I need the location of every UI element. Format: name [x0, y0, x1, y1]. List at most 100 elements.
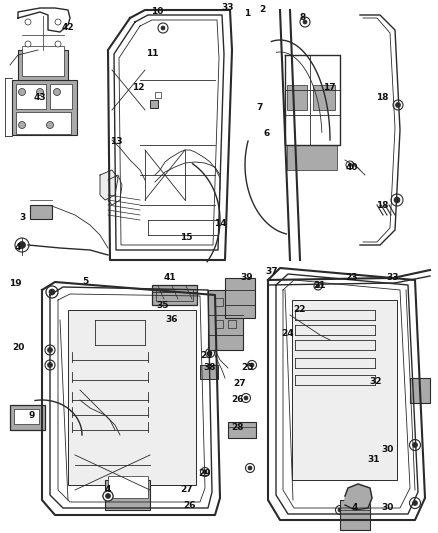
Bar	[410, 378, 430, 403]
Circle shape	[247, 360, 257, 369]
Bar	[228, 320, 236, 328]
Text: 10: 10	[151, 7, 163, 17]
Circle shape	[413, 442, 417, 448]
Circle shape	[244, 396, 248, 400]
Circle shape	[410, 497, 420, 508]
Text: 4: 4	[15, 244, 21, 253]
Text: 40: 40	[346, 164, 358, 173]
Text: 27: 27	[181, 486, 193, 495]
Text: 32: 32	[370, 377, 382, 386]
Text: 7: 7	[257, 103, 263, 112]
Text: 17: 17	[323, 84, 336, 93]
Circle shape	[300, 17, 310, 27]
Circle shape	[15, 238, 29, 252]
Bar	[16, 84, 46, 109]
Bar	[340, 500, 370, 530]
Text: 5: 5	[82, 278, 88, 287]
Circle shape	[205, 349, 215, 358]
Text: 35: 35	[157, 301, 169, 310]
Circle shape	[106, 494, 110, 498]
Circle shape	[36, 88, 43, 95]
Circle shape	[25, 19, 31, 25]
Circle shape	[203, 470, 207, 474]
Bar	[155, 92, 161, 98]
Bar	[30, 205, 52, 219]
Polygon shape	[345, 484, 372, 510]
Text: 18: 18	[376, 200, 388, 209]
Circle shape	[396, 102, 400, 108]
Bar	[225, 278, 255, 318]
Text: 26: 26	[232, 395, 244, 405]
Circle shape	[208, 351, 212, 355]
Circle shape	[338, 508, 342, 512]
Text: 2: 2	[259, 5, 265, 14]
Text: 6: 6	[264, 128, 270, 138]
Text: 41: 41	[164, 273, 177, 282]
Circle shape	[45, 345, 55, 355]
Text: 11: 11	[146, 49, 158, 58]
Circle shape	[49, 289, 55, 295]
Circle shape	[46, 286, 58, 298]
Text: 31: 31	[368, 456, 380, 464]
Bar	[215, 298, 223, 306]
Text: 23: 23	[346, 272, 358, 281]
Bar	[287, 85, 307, 110]
Circle shape	[336, 505, 345, 514]
Text: 42: 42	[62, 22, 74, 31]
Text: 14: 14	[214, 219, 226, 228]
Text: 15: 15	[180, 233, 192, 243]
Text: 29: 29	[199, 470, 211, 479]
Circle shape	[45, 360, 55, 370]
Text: 36: 36	[166, 316, 178, 325]
Bar	[14, 409, 39, 424]
Text: 33: 33	[387, 273, 399, 282]
Bar	[50, 84, 72, 109]
Circle shape	[246, 464, 254, 472]
Text: 43: 43	[34, 93, 46, 102]
Bar	[10, 405, 45, 430]
Text: 39: 39	[241, 273, 253, 282]
Bar	[208, 290, 243, 350]
Circle shape	[410, 440, 420, 450]
Bar	[152, 285, 197, 305]
Text: 30: 30	[382, 503, 394, 512]
Circle shape	[18, 241, 25, 248]
Text: 25: 25	[242, 362, 254, 372]
Bar	[200, 365, 218, 379]
Circle shape	[316, 284, 320, 288]
Text: 4: 4	[105, 486, 111, 495]
Circle shape	[158, 23, 168, 33]
Circle shape	[348, 518, 352, 522]
Text: 9: 9	[29, 410, 35, 419]
Bar	[215, 320, 223, 328]
Bar	[228, 298, 236, 306]
Polygon shape	[100, 170, 118, 200]
Circle shape	[18, 88, 25, 95]
Circle shape	[47, 362, 53, 367]
Text: 8: 8	[300, 13, 306, 22]
Bar	[12, 80, 77, 135]
Text: 29: 29	[201, 351, 213, 359]
Text: 28: 28	[232, 424, 244, 432]
Bar	[228, 422, 256, 438]
Circle shape	[53, 88, 60, 95]
Bar	[150, 100, 158, 108]
Text: 1: 1	[244, 10, 250, 19]
Circle shape	[201, 467, 209, 477]
Text: 22: 22	[294, 305, 306, 314]
Text: 27: 27	[234, 378, 246, 387]
Text: 21: 21	[314, 280, 326, 289]
Circle shape	[349, 164, 352, 166]
Bar	[287, 145, 337, 170]
Text: 18: 18	[376, 93, 388, 101]
Text: 20: 20	[12, 343, 24, 352]
Circle shape	[391, 194, 403, 206]
Bar	[313, 85, 335, 110]
Text: 3: 3	[19, 214, 25, 222]
Bar	[68, 310, 196, 485]
Bar	[105, 480, 150, 510]
Circle shape	[46, 122, 53, 128]
Circle shape	[413, 500, 417, 505]
Bar	[156, 289, 193, 301]
Bar	[292, 300, 397, 480]
